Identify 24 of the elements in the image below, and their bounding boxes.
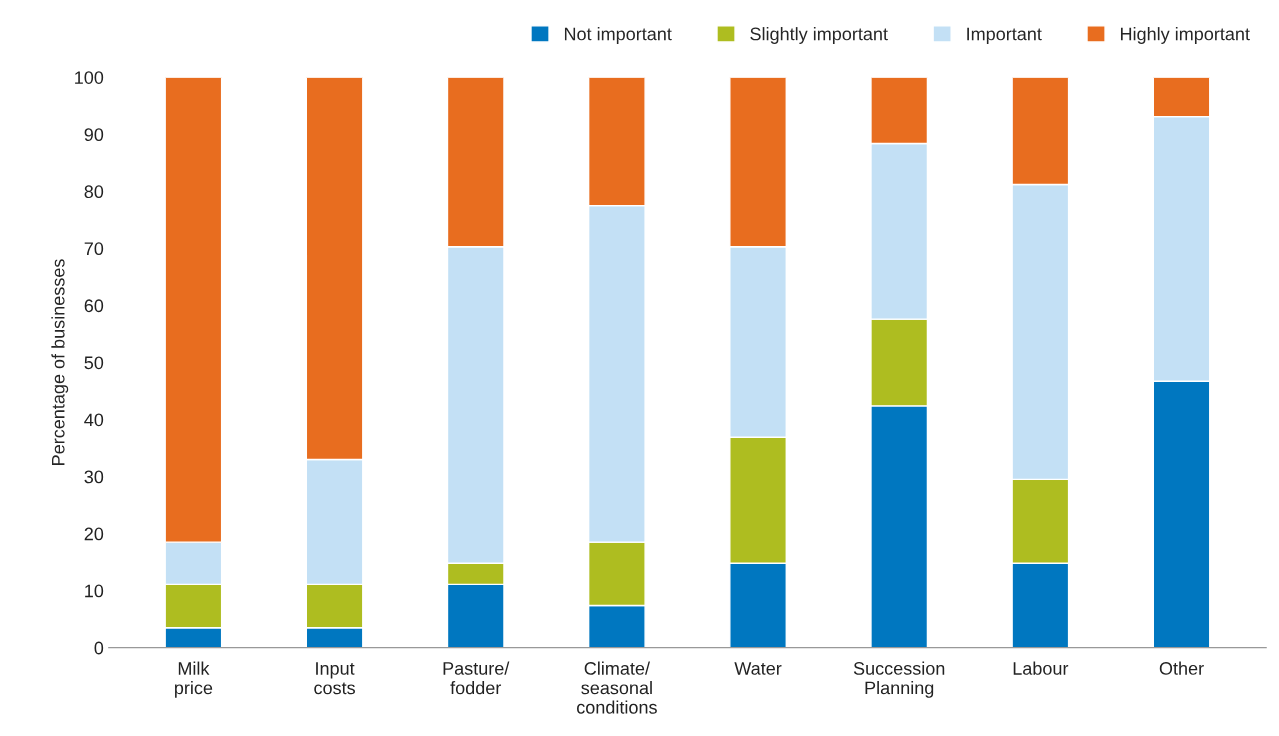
y-tick-label: 80 <box>84 185 104 199</box>
y-tick-label: 50 <box>84 356 104 370</box>
y-tick-label: 20 <box>84 527 104 541</box>
y-tick-label: 90 <box>84 128 104 142</box>
x-tick-label: Pasture/ fodder <box>443 661 510 695</box>
y-tick-label: 10 <box>85 584 104 598</box>
y-axis-title: Percentage of businesses <box>51 259 69 465</box>
legend-label: Important <box>967 27 1042 44</box>
y-tick-label: 30 <box>84 470 104 484</box>
legend-label: Not important <box>564 27 672 44</box>
x-tick-label: Labour <box>1013 661 1069 675</box>
y-tick-label: 0 <box>94 641 104 655</box>
x-tick-label: Succession Planning <box>853 661 945 698</box>
y-tick-label: 70 <box>84 242 104 256</box>
legend-label: Highly important <box>1121 27 1250 44</box>
y-tick-label: 60 <box>84 299 104 313</box>
y-tick-label: 40 <box>84 413 104 427</box>
x-tick-label: Water <box>734 662 782 675</box>
x-tick-label: Input costs <box>314 662 355 695</box>
legend-label: Slightly important <box>750 27 888 44</box>
y-tick-label: 100 <box>75 71 104 84</box>
x-tick-label: Climate/ seasonal conditions <box>577 661 657 714</box>
x-tick-label: Milk price <box>175 661 213 698</box>
x-tick-label: Other <box>1159 661 1204 675</box>
